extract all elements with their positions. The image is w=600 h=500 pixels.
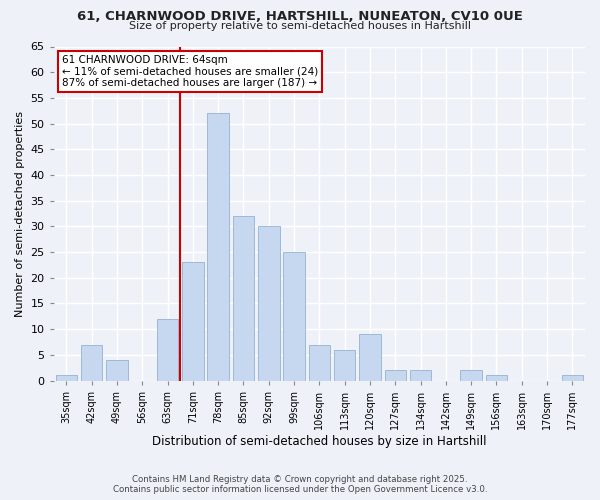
Bar bbox=[283, 252, 305, 380]
Bar bbox=[182, 262, 203, 380]
Bar bbox=[157, 319, 178, 380]
Bar bbox=[460, 370, 482, 380]
Bar bbox=[233, 216, 254, 380]
Bar bbox=[359, 334, 381, 380]
Text: 61, CHARNWOOD DRIVE, HARTSHILL, NUNEATON, CV10 0UE: 61, CHARNWOOD DRIVE, HARTSHILL, NUNEATON… bbox=[77, 10, 523, 23]
Text: Contains HM Land Registry data © Crown copyright and database right 2025.
Contai: Contains HM Land Registry data © Crown c… bbox=[113, 474, 487, 494]
Text: 61 CHARNWOOD DRIVE: 64sqm
← 11% of semi-detached houses are smaller (24)
87% of : 61 CHARNWOOD DRIVE: 64sqm ← 11% of semi-… bbox=[62, 55, 318, 88]
Bar bbox=[208, 114, 229, 380]
Bar bbox=[56, 376, 77, 380]
Bar bbox=[308, 344, 330, 380]
Bar bbox=[562, 376, 583, 380]
Y-axis label: Number of semi-detached properties: Number of semi-detached properties bbox=[15, 110, 25, 316]
Bar bbox=[106, 360, 128, 380]
Bar bbox=[410, 370, 431, 380]
Bar bbox=[258, 226, 280, 380]
Bar bbox=[385, 370, 406, 380]
X-axis label: Distribution of semi-detached houses by size in Hartshill: Distribution of semi-detached houses by … bbox=[152, 434, 487, 448]
Bar bbox=[334, 350, 355, 380]
Bar bbox=[485, 376, 507, 380]
Bar bbox=[81, 344, 103, 380]
Text: Size of property relative to semi-detached houses in Hartshill: Size of property relative to semi-detach… bbox=[129, 21, 471, 31]
